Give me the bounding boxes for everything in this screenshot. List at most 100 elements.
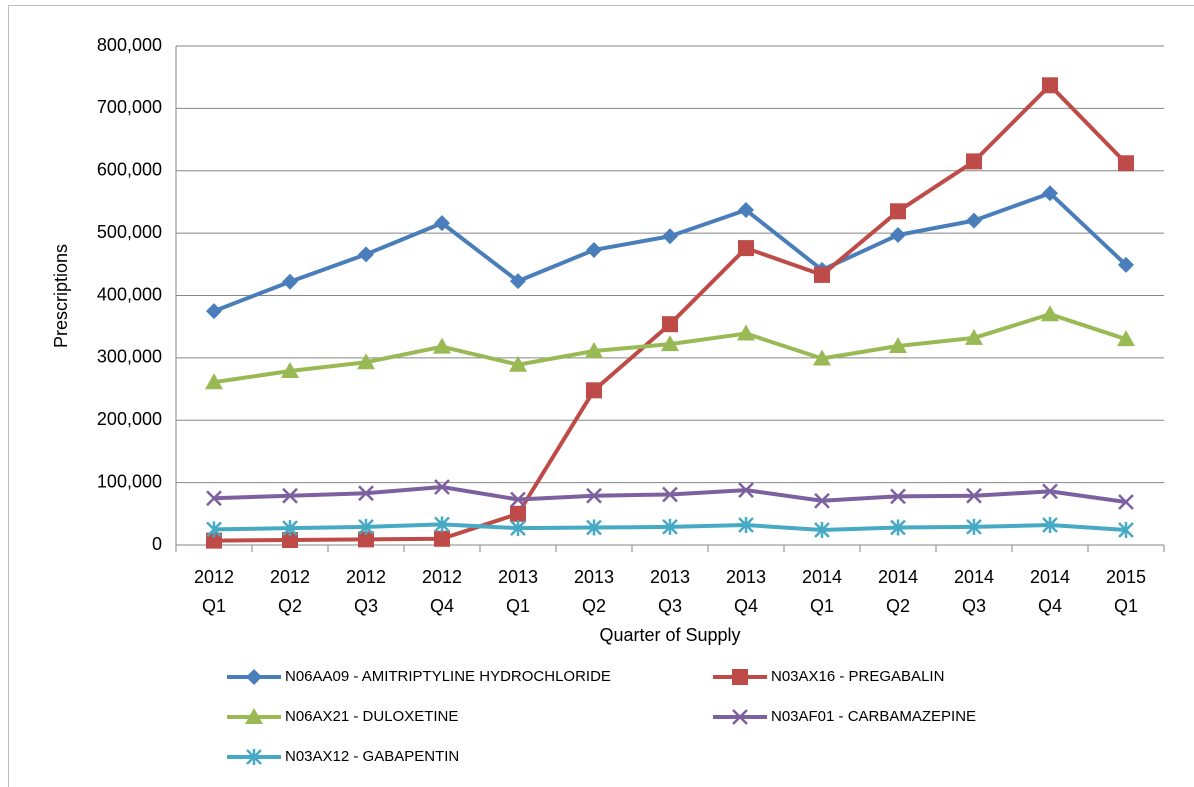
marker xyxy=(358,531,374,548)
x-tick-label: Q4 xyxy=(430,596,454,616)
marker xyxy=(358,485,374,502)
marker xyxy=(966,487,982,504)
marker xyxy=(433,337,451,354)
marker xyxy=(966,212,982,229)
x-tick-label: Q1 xyxy=(810,596,834,616)
marker xyxy=(1042,185,1058,202)
marker xyxy=(509,355,527,372)
x-tick-label: 2012 xyxy=(346,567,386,587)
marker xyxy=(1042,483,1058,500)
x-tick-label: Q2 xyxy=(278,596,302,616)
marker xyxy=(586,382,602,399)
marker xyxy=(434,530,450,547)
marker xyxy=(586,241,602,258)
y-tick-label: 500,000 xyxy=(97,222,162,242)
marker xyxy=(966,153,982,170)
x-tick-label: Q4 xyxy=(734,596,758,616)
marker xyxy=(662,228,678,245)
marker xyxy=(434,215,450,232)
y-tick-label: 300,000 xyxy=(97,347,162,367)
x-tick-label: 2012 xyxy=(422,567,462,587)
marker xyxy=(1118,256,1134,273)
marker xyxy=(510,505,526,522)
x-tick-label: Q1 xyxy=(506,596,530,616)
marker xyxy=(585,342,603,359)
marker xyxy=(510,520,526,537)
x-tick-label: Q3 xyxy=(354,596,378,616)
marker xyxy=(966,518,982,535)
legend-label: N06AX21 - DULOXETINE xyxy=(285,708,458,725)
marker xyxy=(206,490,222,507)
y-tick-label: 400,000 xyxy=(97,284,162,304)
marker xyxy=(1041,305,1059,322)
marker xyxy=(434,479,450,495)
x-tick-label: 2012 xyxy=(270,567,310,587)
marker xyxy=(206,532,222,549)
marker xyxy=(1118,522,1134,539)
legend-label: N03AX12 - GABAPENTIN xyxy=(285,748,459,765)
y-tick-label: 200,000 xyxy=(97,409,162,429)
marker xyxy=(357,353,375,370)
marker xyxy=(282,487,298,504)
marker xyxy=(890,203,906,220)
legend-label: N06AA09 - AMITRIPTYLINE HYDROCHLORIDE xyxy=(285,668,611,685)
x-tick-label: Q4 xyxy=(1038,596,1062,616)
x-tick-label: 2013 xyxy=(574,567,614,587)
marker xyxy=(206,521,222,538)
x-tick-label: 2013 xyxy=(650,567,690,587)
marker xyxy=(281,361,299,378)
y-tick-label: 100,000 xyxy=(97,471,162,491)
marker xyxy=(205,373,223,390)
legend: N06AA09 - AMITRIPTYLINE HYDROCHLORIDE N03… xyxy=(227,668,976,765)
marker xyxy=(890,226,906,243)
marker xyxy=(1118,155,1134,172)
marker xyxy=(1117,330,1135,347)
marker xyxy=(732,669,748,685)
marker xyxy=(662,518,678,535)
marker xyxy=(662,316,678,333)
series-line xyxy=(213,191,1128,313)
marker xyxy=(434,516,450,533)
marker xyxy=(732,709,748,725)
marker xyxy=(246,749,262,765)
x-axis-title: Quarter of Supply xyxy=(599,625,740,645)
y-tick-label: 600,000 xyxy=(97,160,162,180)
x-tick-label: 2013 xyxy=(498,567,538,587)
marker xyxy=(890,519,906,536)
marker xyxy=(813,349,831,366)
x-tick-label: Q1 xyxy=(1114,596,1138,616)
x-tick-label: Q2 xyxy=(886,596,910,616)
marker xyxy=(1042,77,1058,94)
marker xyxy=(965,328,983,345)
legend-label: N03AF01 - CARBAMAZEPINE xyxy=(771,708,976,725)
x-tick-label: Q3 xyxy=(962,596,986,616)
x-tick-label: Q1 xyxy=(202,596,226,616)
marker xyxy=(814,492,830,509)
marker xyxy=(889,337,907,354)
marker xyxy=(1042,517,1058,534)
marker xyxy=(282,520,298,537)
x-tick-label: 2014 xyxy=(954,567,994,587)
series-line xyxy=(213,83,1128,543)
marker xyxy=(738,482,754,498)
marker xyxy=(206,303,222,320)
y-tick-label: 700,000 xyxy=(97,97,162,117)
marker xyxy=(738,202,754,219)
marker xyxy=(661,335,679,352)
marker xyxy=(737,324,755,341)
x-tick-label: 2013 xyxy=(726,567,766,587)
marker xyxy=(1118,494,1134,510)
y-axis-title: Prescriptions xyxy=(51,244,71,348)
marker xyxy=(282,532,298,549)
marker xyxy=(586,487,602,504)
marker xyxy=(738,517,754,534)
x-tick-label: Q2 xyxy=(582,596,606,616)
marker xyxy=(586,519,602,536)
marker xyxy=(358,518,374,535)
y-tick-label: 800,000 xyxy=(97,35,162,55)
x-tick-label: 2014 xyxy=(802,567,842,587)
x-tick-label: Q3 xyxy=(658,596,682,616)
marker xyxy=(662,486,678,503)
